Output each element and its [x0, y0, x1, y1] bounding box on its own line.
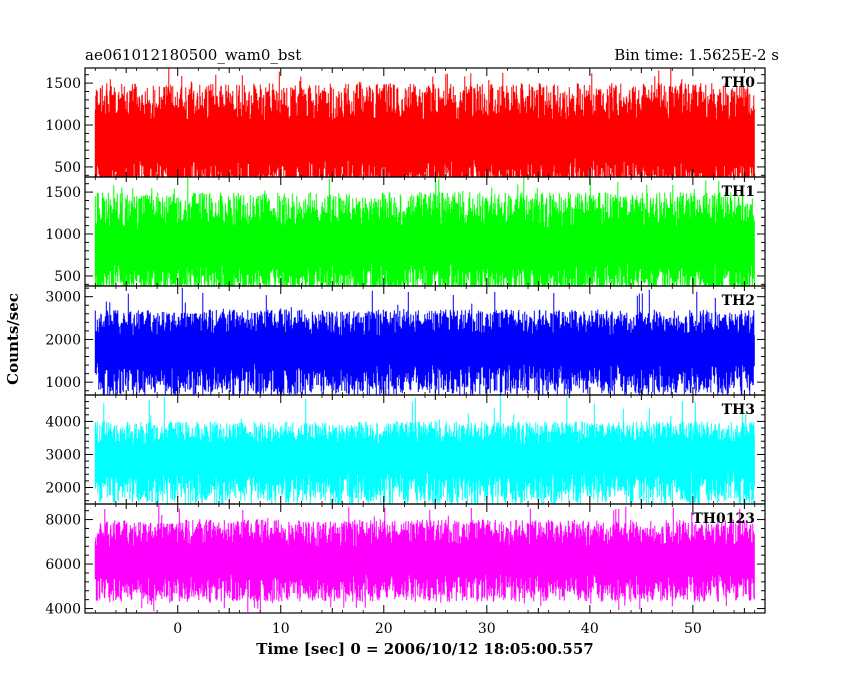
x-tick-label: 10 [272, 621, 290, 637]
series-th0 [94, 68, 755, 177]
x-tick-label: 20 [375, 621, 393, 637]
x-tick-label: 0 [173, 621, 182, 637]
panel-th0123: 4000 6000 8000 TH0123 [45, 503, 766, 618]
panel-label-th2: TH2 [722, 293, 755, 309]
y-tick-label: 4000 [45, 602, 81, 618]
x-tick-label: 50 [684, 621, 702, 637]
y-tick-label: 1500 [45, 185, 81, 201]
y-tick-label: 2000 [45, 332, 81, 348]
panel-label-th0: TH0 [722, 75, 756, 91]
y-tick-label: 1000 [45, 118, 81, 134]
panels-group: 500 1000 1500 TH0 500 1000 1500 TH1 1000 2000 3000… [45, 67, 766, 618]
y-tick-label: 8000 [45, 513, 81, 529]
panel-label-th3: TH3 [722, 402, 755, 418]
y-tick-label: 1000 [45, 227, 81, 243]
series-th2 [94, 287, 755, 395]
y-tick-label: 1000 [45, 375, 81, 391]
series-th1 [94, 177, 755, 286]
y-tick-label: 3000 [45, 290, 81, 306]
y-tick-label: 500 [54, 160, 81, 176]
panel-label-th0123: TH0123 [692, 511, 755, 527]
y-tick-label: 6000 [45, 557, 81, 573]
series-th3 [94, 395, 755, 504]
panel-th2: 1000 2000 3000 TH2 [45, 285, 766, 396]
x-tick-label: 30 [478, 621, 496, 637]
y-axis-label: Counts/sec [4, 293, 22, 385]
x-tick-label: 40 [581, 621, 599, 637]
y-tick-label: 500 [54, 269, 81, 285]
x-axis-label: Time [sec] 0 = 2006/10/12 18:05:00.557 [256, 640, 593, 658]
panel-th1: 500 1000 1500 TH1 [45, 176, 766, 287]
y-tick-label: 2000 [45, 480, 81, 496]
chart-title: ae061012180500_wam0_bst [85, 46, 301, 64]
y-tick-label: 3000 [45, 447, 81, 463]
series-th0123 [94, 505, 755, 612]
panel-th3: 2000 3000 4000 TH3 [45, 394, 766, 505]
x-tick-labels: 0 10 20 30 40 50 [173, 621, 702, 637]
y-tick-label: 4000 [45, 414, 81, 430]
panel-th0: 500 1000 1500 TH0 [45, 67, 766, 178]
y-tick-label: 1500 [45, 76, 81, 92]
bin-time-label: Bin time: 1.5625E-2 s [614, 46, 779, 64]
panel-label-th1: TH1 [722, 184, 755, 200]
